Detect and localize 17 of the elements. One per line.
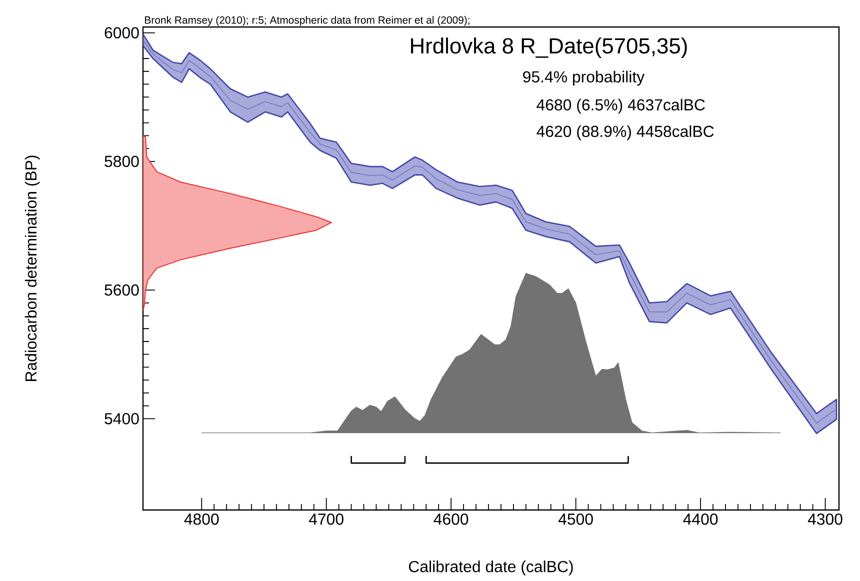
annotation: 95.4% probability xyxy=(523,70,645,86)
y-tick-label: 5800 xyxy=(104,156,139,168)
annotation: 4620 (88.9%) 4458calBC xyxy=(536,125,714,140)
x-tick-label: 4700 xyxy=(308,514,344,525)
text: Bronk Ramsey (2010); r:5; Atmospheric data from Reimer et al (2009); xyxy=(145,16,470,26)
y-axis-title: Radiocarbon determination (BP) xyxy=(24,156,40,382)
chart-title: Hrdlovka 8 R_Date(5705,35) xyxy=(411,38,687,58)
y-tick-label: 6000 xyxy=(104,27,139,38)
y-tick-label: 5600 xyxy=(104,284,139,296)
x-tick-label: 4300 xyxy=(808,514,842,525)
x-tick-label: 4500 xyxy=(558,514,593,525)
annotation: 4680 (6.5%) 4637calBC xyxy=(536,98,705,114)
x-tick-label: 4600 xyxy=(434,514,468,525)
x-tick-label: 4800 xyxy=(184,514,219,525)
y-tick-label: 5400 xyxy=(104,413,139,424)
x-tick-label: 4400 xyxy=(683,514,718,525)
x-axis-title: Calibrated date (calBC) xyxy=(408,560,573,576)
